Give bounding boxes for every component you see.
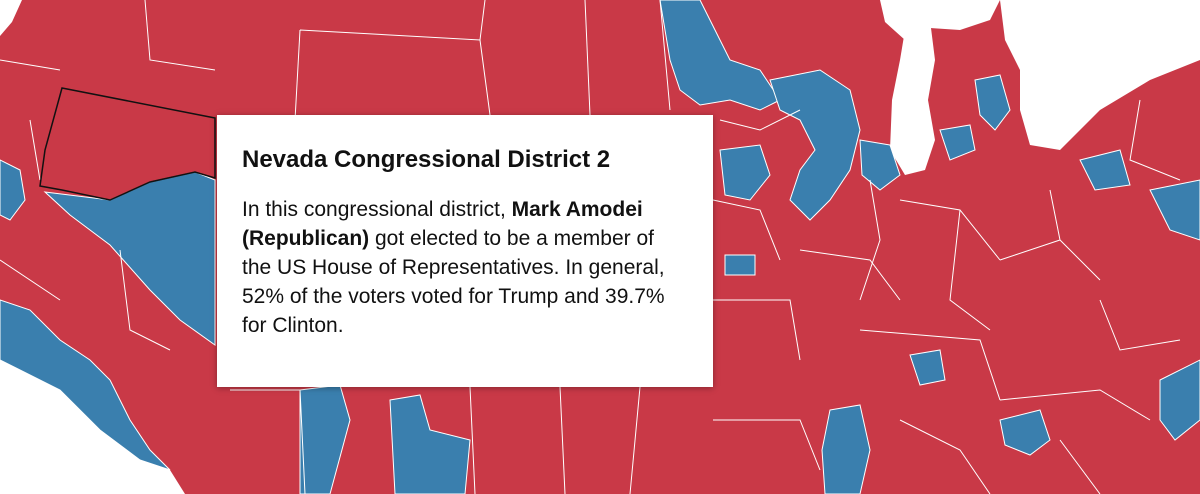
tooltip-title: Nevada Congressional District 2 bbox=[242, 146, 611, 173]
district bbox=[659, 0, 781, 111]
representative-name: Mark Amodei (Republican) bbox=[242, 198, 643, 250]
district bbox=[769, 69, 861, 221]
tooltip: Nevada Congressional District 2 In this … bbox=[217, 115, 713, 387]
district bbox=[389, 394, 471, 494]
district bbox=[999, 409, 1051, 456]
lake bbox=[890, 20, 935, 175]
district bbox=[1159, 359, 1200, 441]
district bbox=[0, 299, 171, 471]
district bbox=[1149, 179, 1200, 241]
tooltip-body: In this congressional district, Mark Amo… bbox=[242, 195, 689, 340]
body-text: got elected to be a member of the US Hou… bbox=[242, 227, 665, 337]
district bbox=[909, 349, 946, 386]
district bbox=[724, 254, 756, 276]
district bbox=[1079, 149, 1131, 191]
district bbox=[939, 124, 976, 161]
ocean bbox=[0, 0, 22, 36]
body-text: In this congressional district, bbox=[242, 198, 512, 221]
district bbox=[974, 74, 1011, 131]
district bbox=[0, 159, 26, 221]
lake bbox=[1000, 0, 1200, 150]
district bbox=[719, 144, 771, 201]
district bbox=[859, 139, 901, 191]
district bbox=[821, 404, 871, 494]
selected-district[interactable] bbox=[39, 87, 216, 201]
